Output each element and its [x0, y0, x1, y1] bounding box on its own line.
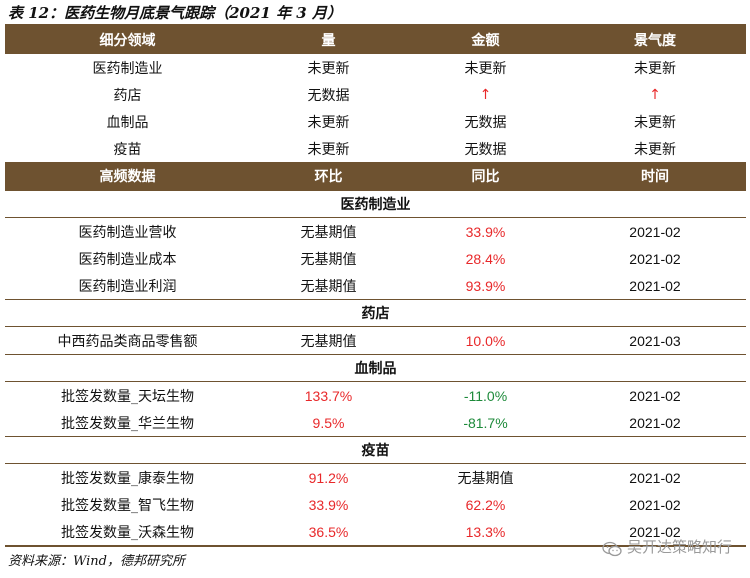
segment-name: 疫苗: [113, 141, 142, 158]
section-row: 医药制造业: [5, 190, 746, 218]
table-row: 医药制造业营收 无基期值 33.9% 2021-02: [5, 218, 746, 246]
segment-name: 药店: [113, 87, 142, 104]
sentiment-cell: 未更新: [634, 60, 676, 77]
high-frequency-header-row: 高频数据 环比 同比 时间: [5, 162, 746, 191]
volume-cell: 未更新: [307, 114, 350, 131]
amount-up-arrow-icon: ↑: [479, 86, 492, 103]
yoy-cell: 33.9%: [465, 223, 506, 240]
mom-cell: 9.5%: [312, 414, 345, 431]
date-cell: 2021-02: [629, 250, 681, 267]
table-row: 批签发数量_沃森生物 36.5% 13.3% 2021-02: [5, 518, 746, 547]
indicator-name: 批签发数量_天坛生物: [61, 388, 194, 405]
date-cell: 2021-02: [629, 277, 681, 294]
table-row: 疫苗 未更新 无数据 未更新: [5, 135, 746, 162]
header-row: 细分领域 量 金额 景气度: [5, 24, 746, 54]
indicator-name: 批签发数量_沃森生物: [5, 518, 250, 547]
date-cell: 2021-02: [629, 496, 681, 513]
section-title: 药店: [5, 299, 746, 327]
table-row: 药店 无数据 ↑ ↑: [5, 81, 746, 108]
header-high-frequency: 高频数据: [5, 162, 250, 191]
mom-cell: 无基期值: [300, 224, 357, 241]
table-row: 医药制造业 未更新 未更新 未更新: [5, 54, 746, 81]
section-title: 疫苗: [5, 436, 746, 464]
volume-cell: 无数据: [307, 87, 350, 104]
table-row: 批签发数量_华兰生物 9.5% -81.7% 2021-02: [5, 409, 746, 437]
header-volume: 量: [250, 24, 407, 54]
indicator-name: 医药制造业利润: [78, 278, 177, 295]
indicator-name: 医药制造业营收: [78, 224, 177, 241]
table-row: 中西药品类商品零售额 无基期值 10.0% 2021-03: [5, 327, 746, 355]
date-cell: 2021-02: [629, 414, 681, 431]
mom-cell: 36.5%: [250, 518, 407, 547]
section-title: 医药制造业: [5, 190, 746, 218]
sentiment-cell: 未更新: [634, 141, 676, 158]
yoy-cell: 无基期值: [457, 470, 514, 487]
mom-cell: 无基期值: [300, 333, 357, 350]
date-cell: 2021-03: [629, 332, 681, 349]
date-cell: 2021-02: [629, 223, 681, 240]
yoy-cell: -11.0%: [463, 387, 508, 404]
mom-cell: 无基期值: [300, 251, 357, 268]
watermark: 吴开达策略知行: [602, 534, 732, 560]
section-title: 血制品: [5, 354, 746, 382]
header-sentiment: 景气度: [564, 24, 746, 54]
mom-cell: 91.2%: [308, 469, 349, 486]
table-row: 医药制造业成本 无基期值 28.4% 2021-02: [5, 245, 746, 272]
table-row: 批签发数量_康泰生物 91.2% 无基期值 2021-02: [5, 464, 746, 492]
mom-cell: 33.9%: [308, 496, 349, 513]
mom-cell: 133.7%: [304, 387, 353, 404]
volume-cell: 未更新: [307, 141, 350, 158]
yoy-cell: -81.7%: [463, 414, 508, 431]
sentiment-up-arrow-icon: ↑: [649, 86, 661, 103]
yoy-cell: 28.4%: [465, 250, 506, 267]
indicator-name: 批签发数量_智飞生物: [61, 497, 194, 514]
watermark-text: 吴开达策略知行: [626, 538, 732, 556]
table-title: 表 12：医药生物月底景气跟踪（2021 年 3 月）: [8, 4, 342, 22]
header-yoy: 同比: [407, 162, 564, 191]
header-segment: 细分领域: [5, 24, 250, 54]
amount-cell: 未更新: [464, 60, 507, 77]
volume-cell: 未更新: [307, 60, 350, 77]
header-amount: 金额: [407, 24, 564, 54]
date-cell: 2021-02: [564, 518, 746, 547]
mom-cell: 无基期值: [300, 278, 357, 295]
section-row: 疫苗: [5, 436, 746, 464]
segment-name: 医药制造业: [92, 60, 163, 77]
amount-cell: 无数据: [464, 141, 507, 158]
indicator-name: 批签发数量_华兰生物: [61, 415, 194, 432]
wechat-icon: [602, 539, 622, 557]
yoy-cell: 13.3%: [407, 518, 564, 547]
yoy-cell: 10.0%: [465, 332, 506, 349]
indicator-name: 中西药品类商品零售额: [57, 333, 198, 350]
amount-cell: 无数据: [464, 114, 507, 131]
sentiment-table: 细分领域 量 金额 景气度 医药制造业 未更新 未更新 未更新 药店 无数据 ↑…: [5, 24, 746, 547]
yoy-cell: 93.9%: [465, 277, 506, 294]
sentiment-cell: 未更新: [634, 114, 676, 131]
table-row: 批签发数量_智飞生物 33.9% 62.2% 2021-02: [5, 491, 746, 518]
yoy-cell: 62.2%: [465, 496, 506, 513]
header-mom: 环比: [250, 162, 407, 191]
source-note: 资料来源：Wind，德邦研究所: [8, 554, 185, 569]
indicator-name: 医药制造业成本: [78, 251, 177, 268]
section-row: 药店: [5, 299, 746, 327]
table-row: 批签发数量_天坛生物 133.7% -11.0% 2021-02: [5, 382, 746, 410]
indicator-name: 批签发数量_康泰生物: [61, 470, 194, 487]
section-row: 血制品: [5, 354, 746, 382]
table-row: 医药制造业利润 无基期值 93.9% 2021-02: [5, 272, 746, 300]
date-cell: 2021-02: [629, 469, 681, 486]
header-date: 时间: [564, 162, 746, 191]
segment-name: 血制品: [106, 114, 149, 131]
date-cell: 2021-02: [629, 387, 681, 404]
table-row: 血制品 未更新 无数据 未更新: [5, 108, 746, 135]
